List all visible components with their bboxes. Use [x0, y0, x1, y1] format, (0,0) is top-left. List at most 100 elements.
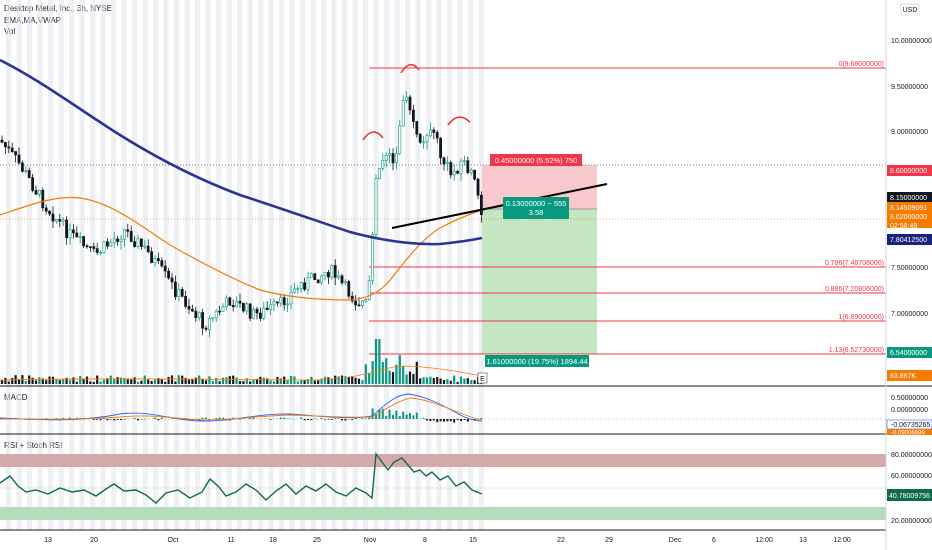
candle-body: [10, 147, 14, 152]
macd-hist-bar: [398, 416, 401, 419]
fib-label-113: 1.13(6.52730000): [829, 347, 884, 354]
volume-bar: [62, 378, 65, 384]
session-stripe: [184, 0, 190, 530]
rsi-pane-title[interactable]: RSI + Stoch RSI: [4, 441, 63, 450]
rsi-axis-tick: 20.00000000: [891, 518, 932, 525]
macd-hist-bar: [69, 417, 71, 419]
entry-label-box[interactable]: [503, 197, 569, 219]
candle-body: [292, 288, 296, 293]
macd-axis-tick: 0.50000000: [891, 395, 928, 402]
volume-bar: [245, 378, 248, 384]
candle-body: [258, 312, 262, 319]
candle-body: [89, 246, 92, 248]
volume-bar: [463, 378, 466, 384]
volume-bar: [225, 377, 228, 384]
candle-body: [177, 288, 181, 297]
macd-hist-bar: [276, 418, 279, 419]
volume-bar: [228, 376, 231, 384]
macd-hist-bar: [480, 417, 483, 419]
volume-bar: [58, 380, 61, 384]
earnings-marker[interactable]: [477, 372, 488, 384]
neckline-trendline[interactable]: [391, 183, 608, 229]
session-stripe: [436, 0, 442, 530]
session-stripe: [48, 0, 54, 530]
candle-body: [360, 300, 364, 306]
price-tag-label: 8.60000000: [890, 168, 927, 175]
indicator-legend[interactable]: EMA,MA,VWAP: [4, 16, 62, 25]
macd-hist-bar: [300, 417, 303, 419]
candle-body: [466, 160, 470, 173]
candle-body: [476, 178, 480, 196]
macd-hist-bar: [218, 417, 221, 419]
volume-bar: [184, 377, 187, 384]
chart-title: Desktop Metal, Inc., 3h, NYSE: [4, 4, 113, 13]
volume-bar: [48, 376, 51, 384]
time-axis-label: 13: [44, 537, 52, 544]
session-stripe: [69, 0, 75, 530]
candle-body: [75, 232, 79, 237]
volume-bar: [160, 379, 163, 384]
volume-bar: [402, 366, 405, 384]
candle-body: [357, 304, 361, 307]
macd-hist-bar: [429, 419, 432, 421]
right-shoulder-arc: [447, 116, 471, 126]
volume-bar: [31, 377, 34, 384]
volume-bar: [92, 381, 95, 384]
volume-bar: [279, 378, 282, 384]
volume-bar: [459, 376, 463, 384]
candle-body: [445, 162, 449, 165]
volume-bar: [439, 378, 442, 384]
macd-hist-bar: [239, 419, 241, 420]
candle-body: [174, 281, 177, 297]
macd-hist-bar: [341, 419, 343, 421]
macd-histogram: [1, 408, 483, 423]
currency-box[interactable]: [900, 3, 920, 16]
price-tag-label: 83.867K: [890, 373, 916, 380]
candle-body: [408, 96, 412, 111]
volume-bar: [391, 372, 395, 384]
candle-body: [37, 190, 41, 195]
macd-hist-bar: [307, 419, 309, 420]
macd-hist-bar: [381, 408, 384, 419]
session-stripe: [142, 0, 148, 530]
target-zone: [482, 209, 597, 354]
candle-body: [197, 312, 201, 318]
session-stripe: [321, 0, 327, 530]
session-stripe: [174, 0, 180, 530]
candle-body: [225, 297, 228, 308]
candle-body: [459, 160, 463, 174]
candle-body: [255, 308, 259, 314]
macd-hist-bar: [106, 419, 109, 421]
candle-body: [116, 238, 120, 242]
macd-hist-bar: [477, 418, 479, 419]
candle-body: [415, 121, 419, 135]
macd-hist-bar: [320, 417, 323, 419]
session-stripe: [384, 0, 390, 530]
fib-retracement[interactable]: 0(9.68000000) 0.786(7.48706000) 0.886(7.…: [369, 61, 886, 355]
session-stripe: [373, 0, 379, 530]
volume-bar: [72, 377, 75, 384]
macd-hist-bar: [140, 419, 143, 420]
macd-pane-title[interactable]: MACD: [4, 393, 28, 402]
macd-hist-bar: [269, 419, 272, 420]
macd-hist-bar: [137, 419, 139, 421]
time-axis[interactable]: 13 20 Oct 11 18 25 Nov 8 15 22 29 Dec 6 12:00 13 12:00: [44, 537, 851, 544]
candle-body: [303, 282, 307, 290]
currency-label: USD: [903, 7, 918, 14]
volume-bar: [286, 380, 289, 384]
macd-hist-bar: [120, 419, 122, 420]
candle-body: [367, 280, 371, 300]
volume-bar: [147, 379, 150, 384]
candle-body: [123, 229, 126, 240]
macd-hist-bar: [361, 418, 364, 419]
candle-body: [72, 229, 75, 234]
macd-hist-bar: [443, 419, 445, 422]
session-stripe: [195, 0, 201, 530]
candle-body: [14, 151, 18, 156]
candle-body: [265, 307, 269, 310]
candle-body: [180, 288, 184, 297]
candle-body: [61, 219, 65, 222]
price-axis[interactable]: USD 10.00000000 9.50000000 9.00000000 7.…: [891, 3, 932, 318]
candle-body: [381, 160, 385, 169]
